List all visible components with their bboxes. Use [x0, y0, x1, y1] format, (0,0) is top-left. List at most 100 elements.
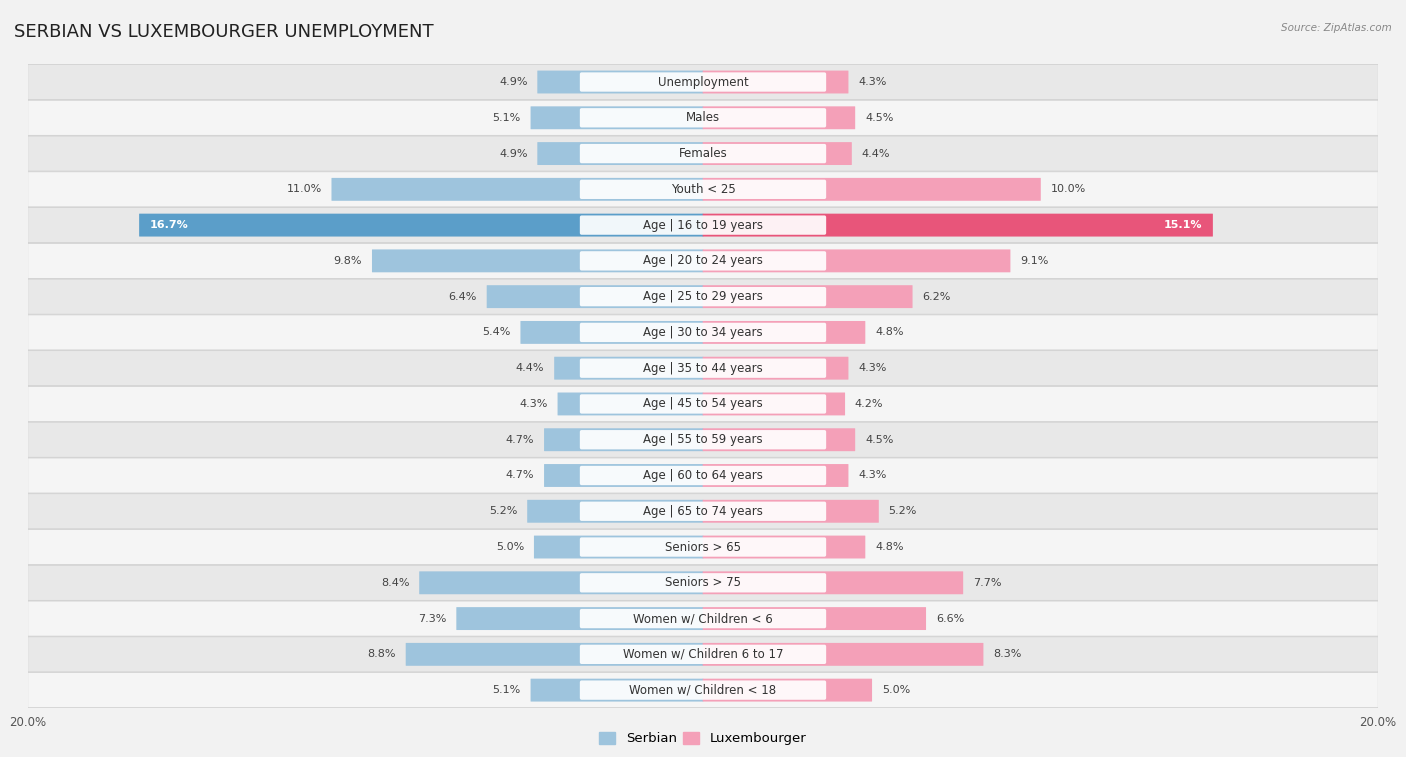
Text: Age | 65 to 74 years: Age | 65 to 74 years	[643, 505, 763, 518]
Legend: Serbian, Luxembourger: Serbian, Luxembourger	[595, 727, 811, 750]
FancyBboxPatch shape	[579, 502, 827, 521]
Text: Age | 16 to 19 years: Age | 16 to 19 years	[643, 219, 763, 232]
Text: Seniors > 75: Seniors > 75	[665, 576, 741, 589]
FancyBboxPatch shape	[537, 142, 703, 165]
FancyBboxPatch shape	[544, 428, 703, 451]
Text: 5.4%: 5.4%	[482, 328, 510, 338]
Text: Women w/ Children < 6: Women w/ Children < 6	[633, 612, 773, 625]
FancyBboxPatch shape	[28, 207, 1378, 243]
FancyBboxPatch shape	[558, 393, 703, 416]
Text: 4.4%: 4.4%	[862, 148, 890, 158]
Text: Males: Males	[686, 111, 720, 124]
Text: Age | 25 to 29 years: Age | 25 to 29 years	[643, 290, 763, 303]
Text: 7.7%: 7.7%	[973, 578, 1001, 587]
FancyBboxPatch shape	[28, 601, 1378, 636]
FancyBboxPatch shape	[703, 213, 1213, 236]
Text: 4.3%: 4.3%	[858, 77, 887, 87]
FancyBboxPatch shape	[579, 537, 827, 556]
FancyBboxPatch shape	[28, 279, 1378, 314]
Text: 4.9%: 4.9%	[499, 148, 527, 158]
Text: 4.3%: 4.3%	[858, 471, 887, 481]
FancyBboxPatch shape	[579, 645, 827, 664]
Text: 4.9%: 4.9%	[499, 77, 527, 87]
Text: 5.2%: 5.2%	[489, 506, 517, 516]
Text: 4.5%: 4.5%	[865, 435, 893, 444]
FancyBboxPatch shape	[703, 500, 879, 523]
FancyBboxPatch shape	[703, 142, 852, 165]
FancyBboxPatch shape	[703, 106, 855, 129]
FancyBboxPatch shape	[579, 108, 827, 127]
Text: 9.8%: 9.8%	[333, 256, 363, 266]
Text: Females: Females	[679, 147, 727, 160]
FancyBboxPatch shape	[579, 681, 827, 699]
FancyBboxPatch shape	[579, 73, 827, 92]
FancyBboxPatch shape	[579, 359, 827, 378]
Text: 11.0%: 11.0%	[287, 185, 322, 195]
FancyBboxPatch shape	[703, 428, 855, 451]
Text: 5.0%: 5.0%	[882, 685, 910, 695]
FancyBboxPatch shape	[544, 464, 703, 487]
FancyBboxPatch shape	[28, 350, 1378, 386]
FancyBboxPatch shape	[579, 609, 827, 628]
FancyBboxPatch shape	[537, 70, 703, 93]
Text: Women w/ Children 6 to 17: Women w/ Children 6 to 17	[623, 648, 783, 661]
FancyBboxPatch shape	[703, 393, 845, 416]
Text: Age | 55 to 59 years: Age | 55 to 59 years	[643, 433, 763, 446]
Text: 6.2%: 6.2%	[922, 291, 950, 301]
Text: 4.4%: 4.4%	[516, 363, 544, 373]
FancyBboxPatch shape	[28, 422, 1378, 457]
Text: SERBIAN VS LUXEMBOURGER UNEMPLOYMENT: SERBIAN VS LUXEMBOURGER UNEMPLOYMENT	[14, 23, 433, 41]
FancyBboxPatch shape	[406, 643, 703, 666]
Text: 5.2%: 5.2%	[889, 506, 917, 516]
FancyBboxPatch shape	[419, 572, 703, 594]
FancyBboxPatch shape	[703, 679, 872, 702]
Text: 4.8%: 4.8%	[875, 328, 904, 338]
Text: Unemployment: Unemployment	[658, 76, 748, 89]
Text: 4.5%: 4.5%	[865, 113, 893, 123]
FancyBboxPatch shape	[28, 494, 1378, 529]
Text: Age | 45 to 54 years: Age | 45 to 54 years	[643, 397, 763, 410]
FancyBboxPatch shape	[520, 321, 703, 344]
FancyBboxPatch shape	[28, 529, 1378, 565]
FancyBboxPatch shape	[457, 607, 703, 630]
FancyBboxPatch shape	[579, 216, 827, 235]
FancyBboxPatch shape	[332, 178, 703, 201]
Text: 15.1%: 15.1%	[1164, 220, 1202, 230]
FancyBboxPatch shape	[703, 178, 1040, 201]
FancyBboxPatch shape	[28, 100, 1378, 136]
FancyBboxPatch shape	[28, 637, 1378, 672]
Text: 5.1%: 5.1%	[492, 685, 520, 695]
FancyBboxPatch shape	[527, 500, 703, 523]
FancyBboxPatch shape	[554, 357, 703, 379]
FancyBboxPatch shape	[28, 172, 1378, 207]
Text: 6.6%: 6.6%	[936, 614, 965, 624]
Text: Age | 35 to 44 years: Age | 35 to 44 years	[643, 362, 763, 375]
FancyBboxPatch shape	[579, 287, 827, 307]
FancyBboxPatch shape	[530, 106, 703, 129]
Text: 4.7%: 4.7%	[506, 435, 534, 444]
Text: Youth < 25: Youth < 25	[671, 183, 735, 196]
FancyBboxPatch shape	[579, 179, 827, 199]
Text: 4.3%: 4.3%	[519, 399, 548, 409]
FancyBboxPatch shape	[534, 536, 703, 559]
FancyBboxPatch shape	[28, 458, 1378, 493]
FancyBboxPatch shape	[28, 315, 1378, 350]
FancyBboxPatch shape	[579, 144, 827, 164]
Text: 8.8%: 8.8%	[367, 650, 396, 659]
FancyBboxPatch shape	[579, 251, 827, 270]
FancyBboxPatch shape	[579, 573, 827, 593]
FancyBboxPatch shape	[579, 466, 827, 485]
FancyBboxPatch shape	[28, 672, 1378, 708]
FancyBboxPatch shape	[703, 536, 865, 559]
FancyBboxPatch shape	[139, 213, 703, 236]
FancyBboxPatch shape	[703, 357, 848, 379]
Text: 16.7%: 16.7%	[149, 220, 188, 230]
FancyBboxPatch shape	[703, 249, 1011, 273]
Text: Women w/ Children < 18: Women w/ Children < 18	[630, 684, 776, 696]
Text: 7.3%: 7.3%	[418, 614, 447, 624]
Text: 4.8%: 4.8%	[875, 542, 904, 552]
FancyBboxPatch shape	[486, 285, 703, 308]
Text: 5.1%: 5.1%	[492, 113, 520, 123]
FancyBboxPatch shape	[703, 321, 865, 344]
FancyBboxPatch shape	[28, 565, 1378, 600]
